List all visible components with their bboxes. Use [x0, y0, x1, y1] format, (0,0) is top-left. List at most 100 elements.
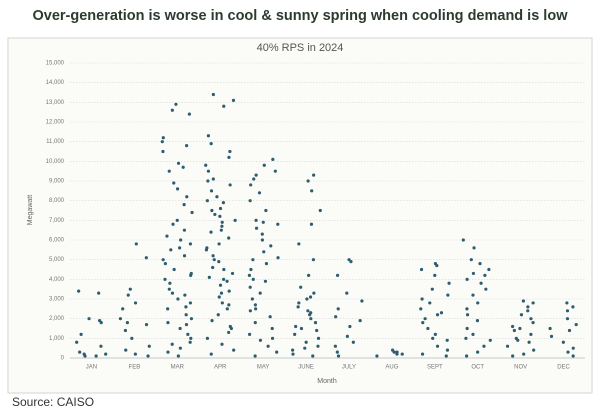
data-point: [258, 338, 263, 342]
data-point: [248, 309, 252, 313]
data-point: [211, 254, 215, 258]
data-point: [227, 289, 231, 293]
data-point: [205, 246, 209, 250]
data-point: [518, 326, 522, 331]
data-point: [345, 291, 349, 295]
data-point: [225, 279, 229, 283]
data-point: [174, 102, 178, 106]
data-point: [420, 297, 424, 301]
data-point: [336, 354, 341, 358]
data-point: [426, 326, 430, 331]
data-point: [522, 352, 526, 356]
data-point: [230, 271, 235, 276]
data-point: [435, 313, 440, 317]
data-point: [309, 311, 313, 315]
data-point: [178, 346, 182, 350]
data-point: [123, 328, 128, 333]
data-point: [296, 305, 300, 309]
data-point: [549, 334, 554, 338]
data-point: [475, 319, 480, 323]
data-point: [189, 336, 193, 340]
y-tick-label: 11,000: [46, 139, 65, 145]
data-point: [261, 220, 265, 224]
data-point: [217, 242, 221, 246]
data-point: [420, 352, 425, 356]
data-point: [211, 92, 215, 97]
y-tick-label: 0: [61, 356, 65, 362]
data-point: [471, 271, 476, 276]
data-point: [124, 348, 128, 352]
data-point: [87, 317, 91, 321]
data-point: [249, 267, 253, 272]
data-point: [248, 199, 252, 203]
data-point: [166, 350, 170, 354]
data-point: [464, 354, 469, 358]
y-tick-label: 12,000: [46, 120, 65, 126]
data-point: [227, 303, 231, 307]
data-point: [306, 309, 310, 313]
data-point: [505, 344, 510, 348]
data-point: [217, 260, 221, 264]
data-point: [465, 326, 469, 331]
data-point: [307, 273, 311, 277]
data-point: [185, 195, 189, 199]
data-point: [476, 350, 480, 354]
data-point: [221, 201, 226, 205]
data-point: [128, 287, 132, 291]
data-point: [220, 342, 224, 346]
data-point: [206, 169, 211, 173]
data-point: [519, 313, 524, 317]
data-point: [184, 322, 189, 327]
data-point: [210, 319, 214, 323]
data-point: [567, 328, 572, 333]
data-point: [512, 328, 516, 333]
data-point: [204, 163, 208, 167]
data-point: [312, 173, 316, 177]
data-point: [182, 228, 187, 232]
data-point: [270, 326, 274, 331]
data-point: [351, 340, 355, 344]
data-point: [472, 246, 476, 250]
data-point: [531, 301, 535, 305]
y-tick-label: 14,000: [46, 80, 65, 86]
data-point: [125, 321, 130, 325]
data-point: [336, 307, 340, 311]
data-point: [170, 342, 174, 346]
data-point: [188, 301, 193, 305]
data-point: [478, 262, 482, 266]
data-point: [423, 317, 427, 321]
data-point: [262, 163, 266, 167]
data-point: [439, 311, 444, 315]
data-point: [82, 352, 86, 356]
data-point: [182, 203, 186, 207]
y-tick-label: 1,000: [49, 336, 65, 342]
x-tick-label: DEC: [557, 365, 570, 371]
data-point: [303, 346, 307, 350]
data-point: [146, 354, 150, 358]
data-point: [220, 301, 224, 305]
data-point: [99, 344, 103, 348]
data-point: [293, 332, 297, 336]
y-tick-label: 15,000: [46, 61, 65, 67]
data-point: [161, 149, 165, 154]
data-point: [254, 307, 258, 311]
data-point: [172, 267, 176, 272]
data-point: [487, 267, 491, 272]
data-point: [179, 238, 183, 242]
data-point: [294, 324, 298, 329]
data-point: [220, 224, 224, 228]
x-tick-label: FEB: [129, 365, 141, 371]
data-point: [305, 297, 309, 301]
data-point: [561, 340, 565, 344]
data-point: [297, 242, 301, 246]
y-tick-label: 5,000: [49, 257, 65, 263]
y-tick-label: 8,000: [49, 198, 65, 204]
data-point: [118, 317, 123, 321]
data-point: [227, 236, 231, 240]
data-point: [144, 322, 149, 327]
data-point: [392, 350, 396, 354]
data-point: [233, 218, 237, 222]
data-point: [571, 354, 575, 358]
data-point: [168, 281, 172, 285]
